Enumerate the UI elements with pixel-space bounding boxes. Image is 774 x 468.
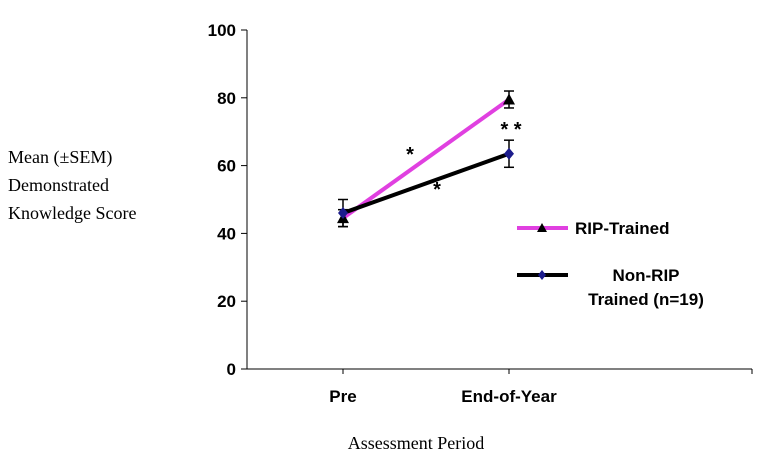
significance-star: * * xyxy=(500,119,521,141)
x-tick-label: Pre xyxy=(329,387,356,406)
legend-label: RIP-Trained xyxy=(575,219,669,238)
series-line xyxy=(342,151,510,215)
data-point xyxy=(504,147,514,160)
legend-swatch-marker xyxy=(538,270,546,280)
significance-annotations: * * * * xyxy=(406,119,522,201)
legend-label: Non-RIP xyxy=(612,266,679,285)
legend: RIP-Trained Non-RIP Trained (n=19) xyxy=(517,219,704,309)
chart-axes xyxy=(246,30,752,370)
y-tick-label: 80 xyxy=(217,89,236,108)
series-line xyxy=(341,97,511,220)
y-axis-label-line: Knowledge Score xyxy=(8,203,137,223)
significance-star: * xyxy=(406,144,414,166)
data-point xyxy=(503,93,515,105)
significance-star: * xyxy=(433,179,441,201)
y-tick-label: 100 xyxy=(208,21,236,40)
y-axis-label-line: Demonstrated xyxy=(8,175,109,195)
y-ticks: 0 20 40 60 80 100 xyxy=(208,21,247,379)
x-categories: Pre End-of-Year xyxy=(329,369,753,406)
y-axis-label-line: Mean (±SEM) xyxy=(8,147,113,167)
x-tick-label: End-of-Year xyxy=(461,387,557,406)
series-lines xyxy=(341,97,511,220)
series-markers xyxy=(337,93,515,224)
data-point xyxy=(338,207,348,220)
y-tick-label: 0 xyxy=(227,360,236,379)
y-tick-label: 20 xyxy=(217,292,236,311)
y-tick-label: 40 xyxy=(217,224,236,243)
y-tick-label: 60 xyxy=(217,157,236,176)
legend-label: Trained (n=19) xyxy=(588,290,704,309)
x-axis-label-text: Assessment Period xyxy=(347,433,485,453)
legend-swatch-marker xyxy=(537,223,547,232)
x-axis-label: Assessment Period xyxy=(0,433,774,454)
